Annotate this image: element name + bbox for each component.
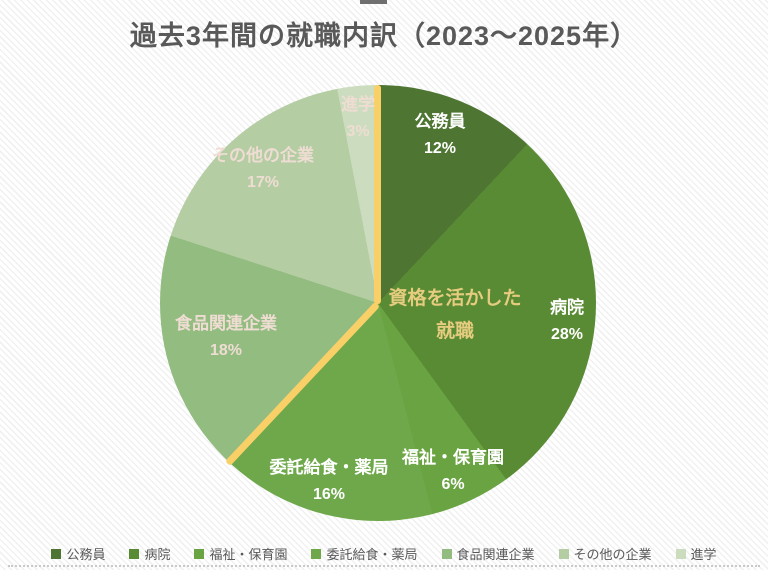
legend-label: 委託給食・薬局 [326,547,418,562]
legend-label: その他の企業 [573,547,652,562]
slice-percent: 16% [312,486,346,503]
legend-label: 公務員 [66,547,106,562]
slice-label-shingaku: 進学 3% [341,91,375,145]
slice-percent: 12% [423,140,457,157]
legend-swatch-icon [194,548,205,559]
bottom-dotted-rule [8,565,760,567]
legend-item-koumuin: 公務員 [51,544,105,563]
slice-label-koumuin: 公務員 12% [415,108,466,162]
legend-item-byouin: 病院 [129,544,170,563]
center-label-line2: 就職 [435,321,475,342]
legend-swatch-icon [558,548,569,559]
slice-percent: 18% [209,342,243,359]
slice-label-sonota: その他の企業 17% [212,142,314,196]
slice-label-itaku: 委託給食・薬局 16% [270,454,389,508]
slice-name: 進学 [341,95,375,114]
slice-percent: 6% [441,476,465,493]
legend-label: 病院 [144,547,171,562]
pie-center-label: 資格を活かした 就職 [388,282,521,348]
slice-name: 委託給食・薬局 [269,458,389,477]
chart-legend: 公務員 病院 福祉・保育園 委託給食・薬局 食品関連企業 その他の企業 進学 [0,544,768,563]
slice-percent: 28% [550,326,584,343]
legend-swatch-icon [441,548,452,559]
legend-item-shokuhin: 食品関連企業 [441,544,535,563]
legend-item-fukushi: 福祉・保育園 [194,544,287,563]
legend-item-sonota: その他の企業 [558,544,652,563]
top-crop-mark [360,0,387,4]
slice-name: 公務員 [414,112,466,131]
slice-percent: 3% [346,123,370,140]
slice-label-fukushi: 福祉・保育園 6% [402,444,504,498]
legend-swatch-icon [675,548,686,559]
slice-name: 食品関連企業 [175,314,277,333]
chart-title: 過去3年間の就職内訳（2023〜2025年） [129,21,639,51]
legend-item-shingaku: 進学 [675,544,717,563]
legend-label: 福祉・保育園 [209,547,288,562]
slice-label-shokuhin: 食品関連企業 18% [175,310,277,364]
highlight-divider-top [374,85,381,304]
legend-swatch-icon [51,548,62,559]
center-label-line1: 資格を活かした [388,288,522,309]
legend-swatch-icon [311,548,322,559]
slice-name: 病院 [550,298,584,317]
legend-label: 進学 [690,547,717,562]
slice-percent: 17% [246,174,280,191]
legend-label: 食品関連企業 [456,547,535,562]
slice-name: 福祉・保育園 [402,448,504,467]
legend-item-itaku: 委託給食・薬局 [311,544,418,563]
legend-swatch-icon [129,548,140,559]
slice-name: その他の企業 [212,146,314,165]
slice-label-byouin: 病院 28% [550,294,584,348]
